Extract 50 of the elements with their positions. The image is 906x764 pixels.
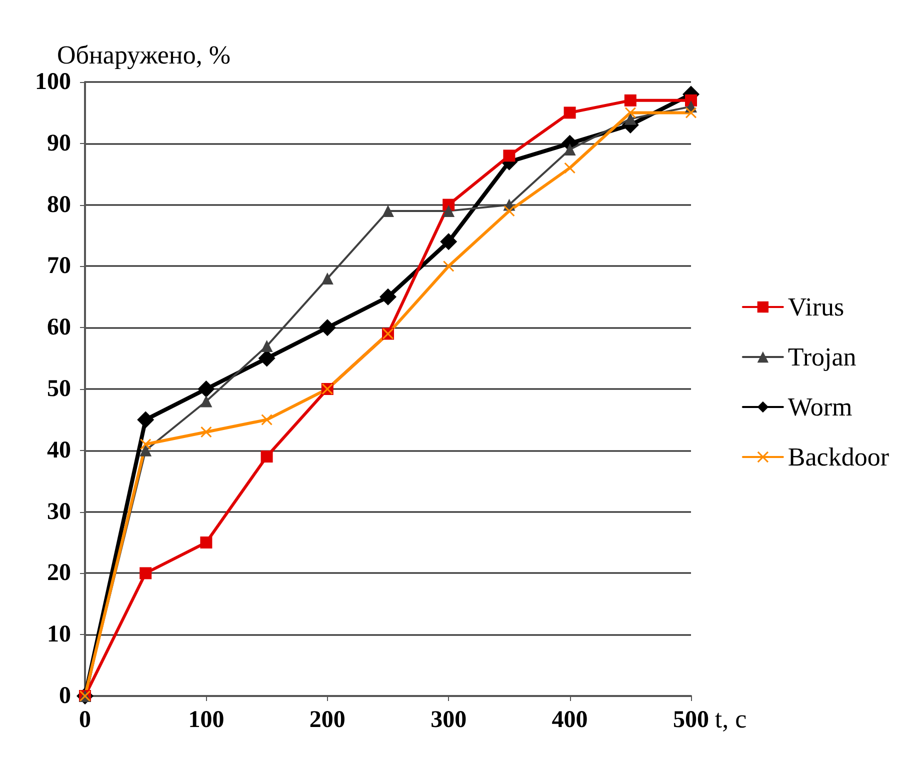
x-tick-label: 200 xyxy=(309,707,346,733)
point xyxy=(198,380,215,398)
point xyxy=(260,340,273,352)
y-tick-label: 20 xyxy=(47,560,71,586)
point xyxy=(440,233,458,250)
legend-label: Backdoor xyxy=(788,442,890,472)
point xyxy=(443,260,454,272)
x-tick-label: 400 xyxy=(552,707,588,733)
y-tick-label: 70 xyxy=(47,253,71,280)
y-tick-label: 0 xyxy=(59,683,71,709)
point xyxy=(260,450,273,463)
point xyxy=(140,438,152,450)
point xyxy=(504,205,515,216)
x-axis-title: t, c xyxy=(714,704,747,734)
x-tick-label: 100 xyxy=(188,707,224,733)
point xyxy=(200,536,212,548)
y-tick-label: 60 xyxy=(47,314,71,341)
point xyxy=(442,204,455,217)
y-tick-label: 80 xyxy=(47,192,71,218)
point xyxy=(318,319,336,336)
point xyxy=(624,107,636,118)
point xyxy=(321,272,334,284)
legend-label: Trojan xyxy=(788,342,856,372)
point xyxy=(382,204,394,217)
point xyxy=(503,150,516,162)
y-tick-label: 10 xyxy=(47,622,71,648)
point xyxy=(686,107,696,118)
y-tick-label: 40 xyxy=(47,437,71,464)
point xyxy=(564,162,576,174)
point xyxy=(200,395,212,408)
x-tick-label: 0 xyxy=(79,707,91,733)
point xyxy=(261,414,272,426)
point xyxy=(624,112,636,125)
point xyxy=(564,144,576,156)
point xyxy=(137,411,154,428)
y-tick-label: 30 xyxy=(47,498,71,525)
point xyxy=(624,94,636,106)
legend-label: Virus xyxy=(788,292,844,322)
x-tick-label: 500 xyxy=(673,707,709,733)
point xyxy=(140,567,152,580)
x-tick-label: 300 xyxy=(430,707,467,733)
point xyxy=(200,426,212,438)
y-axis-title: Обнаружено, % xyxy=(57,40,231,70)
point xyxy=(564,106,576,119)
legend-label: Worm xyxy=(788,392,852,422)
y-tick-label: 50 xyxy=(47,376,71,402)
point xyxy=(380,288,396,306)
y-tick-label: 90 xyxy=(47,130,71,156)
y-tick-label: 100 xyxy=(35,69,71,95)
point xyxy=(140,444,152,456)
